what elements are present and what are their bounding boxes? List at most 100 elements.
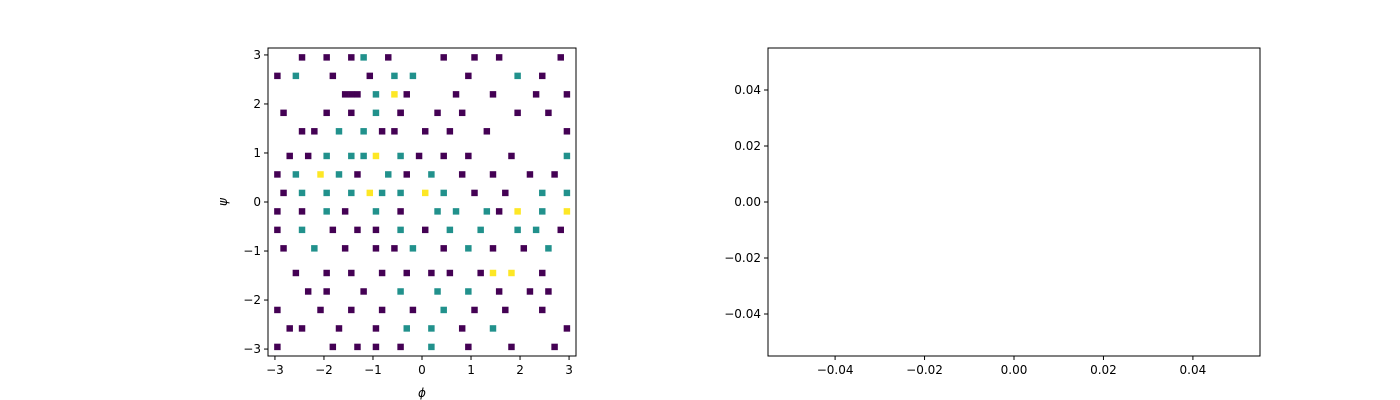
empty-y-ticks: −0.04 −0.02 0.00 0.02 0.04 [724, 83, 768, 321]
histogram-cell [403, 269, 410, 277]
histogram-cell [563, 91, 571, 98]
empty-y-tick-label: 0.04 [734, 83, 761, 97]
histogram-y-tick-label: 0 [253, 195, 261, 209]
histogram-x-tick-label: 2 [516, 363, 524, 377]
histogram-x-tick-label: −3 [266, 363, 284, 377]
histogram-cell [304, 152, 312, 160]
histogram-cell [563, 189, 571, 197]
histogram-cell [323, 109, 330, 117]
histogram-cell [514, 72, 521, 80]
histogram-cell [422, 226, 429, 234]
histogram-cell [292, 171, 300, 178]
empty-x-tick-label: 0.04 [1180, 363, 1207, 377]
histogram-cell [397, 208, 404, 215]
histogram-cell [372, 325, 380, 332]
histogram-cell [489, 325, 497, 332]
histogram-y-label: ψ [216, 197, 230, 206]
histogram-y-tick-label: 2 [253, 97, 261, 111]
histogram-cell [465, 343, 472, 351]
histogram-cell [335, 325, 343, 332]
histogram-cell [409, 245, 417, 252]
histogram-cell [323, 152, 330, 160]
histogram-cell [563, 152, 571, 160]
histogram-cell [428, 269, 435, 277]
histogram-cell [329, 343, 337, 351]
histogram-cell [286, 325, 293, 332]
histogram-cell [372, 226, 380, 234]
histogram-cell [508, 152, 515, 160]
histogram-cell [323, 208, 330, 215]
histogram-cell [465, 152, 472, 160]
histogram-y-tick-label: 3 [253, 48, 261, 62]
histogram-cell [298, 189, 306, 197]
histogram-cell [274, 306, 281, 314]
histogram-cell [323, 189, 330, 197]
histogram-cell [274, 343, 281, 351]
histogram-cell [471, 306, 478, 314]
histogram-cell [514, 226, 521, 234]
histogram-cell [458, 325, 466, 332]
histogram-cell [378, 306, 386, 314]
histogram-cell [341, 245, 349, 252]
histogram-cell [317, 306, 324, 314]
histogram-plot-area [268, 48, 576, 356]
histogram-cell [360, 152, 367, 160]
histogram-cell [440, 152, 447, 160]
histogram-cell [385, 171, 392, 178]
histogram-cell [446, 128, 454, 135]
histogram-cells [274, 54, 571, 351]
histogram-cell [428, 343, 435, 351]
empty-x-tick-label: 0.00 [1001, 363, 1028, 377]
empty-y-tick-label: −0.04 [724, 307, 761, 321]
histogram-cell [495, 208, 503, 215]
histogram-cell [366, 189, 374, 197]
histogram-cell [489, 171, 497, 178]
histogram-cell [304, 288, 312, 295]
histogram-cell [440, 54, 447, 61]
histogram-cell [348, 189, 355, 197]
histogram-x-tick-label: 0 [418, 363, 426, 377]
histogram-cell [539, 189, 546, 197]
histogram-axes: −3 −2 −1 0 1 2 3 −3 −2 −1 0 1 2 3 ϕ ψ [216, 47, 577, 400]
histogram-cell [348, 109, 355, 117]
histogram-cell [495, 288, 503, 295]
histogram-cell [323, 54, 330, 61]
histogram-cell [514, 109, 521, 117]
empty-plot-area [767, 47, 1261, 357]
histogram-cell [341, 208, 349, 215]
histogram-cell [502, 306, 509, 314]
histogram-cell [440, 306, 447, 314]
histogram-cell [378, 189, 386, 197]
histogram-cell [440, 189, 447, 197]
histogram-cell [471, 54, 478, 61]
histogram-cell [372, 343, 380, 351]
histogram-x-tick-label: 1 [467, 363, 475, 377]
histogram-cell [298, 208, 306, 215]
histogram-cell [545, 245, 552, 252]
histogram-cell [458, 109, 466, 117]
histogram-cell [397, 343, 404, 351]
histogram-cell [545, 109, 552, 117]
histogram-cell [372, 109, 380, 117]
histogram-cell [354, 226, 361, 234]
histogram-cell [397, 189, 404, 197]
histogram-y-ticks: −3 −2 −1 0 1 2 3 [243, 48, 268, 356]
empty-axes: −0.04 −0.02 0.00 0.02 0.04 −0.04 −0.02 0.00 0.0… [724, 47, 1261, 377]
histogram-cell [532, 91, 540, 98]
histogram-cell [422, 128, 429, 135]
histogram-cell [489, 245, 497, 252]
histogram-cell [378, 269, 386, 277]
empty-x-ticks: −0.04 −0.02 0.00 0.02 0.04 [817, 356, 1207, 377]
histogram-x-tick-label: −2 [315, 363, 333, 377]
histogram-cell [545, 288, 552, 295]
histogram-cell [348, 54, 355, 61]
histogram-cell [335, 171, 343, 178]
histogram-cell [341, 91, 349, 98]
histogram-cell [348, 91, 355, 98]
histogram-cell [298, 54, 306, 61]
histogram-cell [372, 152, 380, 160]
histogram-cell [292, 72, 300, 80]
histogram-x-tick-label: 3 [565, 363, 573, 377]
histogram-cell [348, 306, 355, 314]
histogram-cell [335, 128, 343, 135]
